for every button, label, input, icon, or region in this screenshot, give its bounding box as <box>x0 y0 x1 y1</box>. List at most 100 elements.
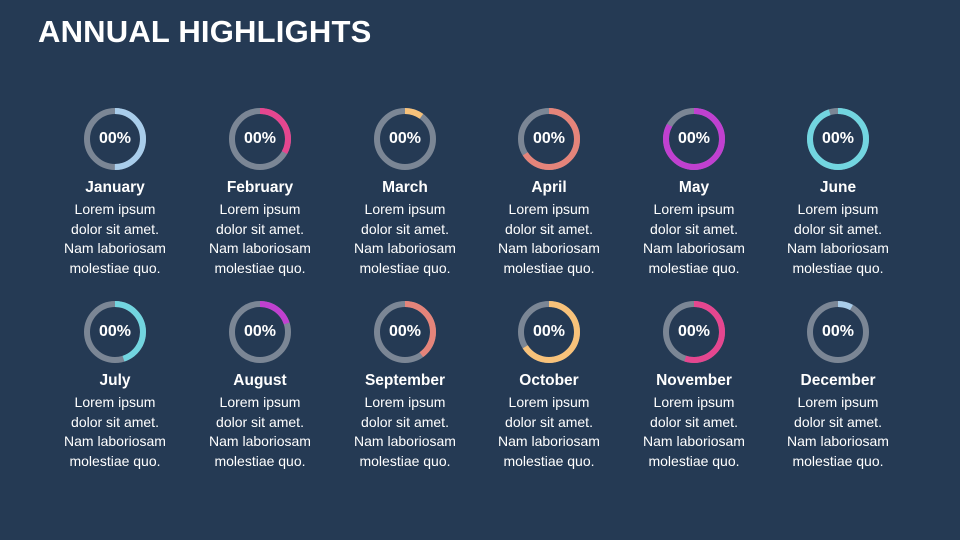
month-description: Lorem ipsum dolor sit amet. Nam laboriosam… <box>643 200 745 278</box>
description-line: Nam laboriosam <box>498 433 600 449</box>
ring-fill <box>807 301 869 363</box>
description-line: dolor sit amet. <box>71 220 159 237</box>
month-description: Lorem ipsum dolor sit amet. Nam laboriosam… <box>64 200 166 278</box>
month-description: Lorem ipsum dolor sit amet. Nam laboriosam… <box>498 393 600 471</box>
ring-fill <box>84 108 146 170</box>
ring-fill <box>518 108 580 170</box>
month-name: March <box>382 179 428 196</box>
description-line: Lorem ipsum <box>508 201 590 217</box>
percent-label: 00% <box>388 130 422 147</box>
description-line: molestiae quo. <box>214 259 306 276</box>
description-line: Nam laboriosam <box>643 240 745 256</box>
ring-fill <box>663 108 725 170</box>
progress-ring: 00% <box>804 105 872 173</box>
description-line: Nam laboriosam <box>787 433 889 449</box>
month-card-august: 00% August Lorem ipsum dolor sit amet. Nam l… <box>188 298 332 471</box>
page-title: ANNUAL HIGHLIGHTS <box>38 14 372 49</box>
donut-icon <box>229 108 291 170</box>
donut-icon <box>374 301 436 363</box>
donut-icon <box>374 108 436 170</box>
ring-fill <box>374 108 436 170</box>
description-line: dolor sit amet. <box>71 413 159 430</box>
description-line: dolor sit amet. <box>650 413 738 430</box>
description-line: molestiae quo. <box>648 259 740 276</box>
donut-icon <box>807 301 869 363</box>
description-line: molestiae quo. <box>648 452 740 469</box>
ring-fill <box>374 301 436 363</box>
description-line: molestiae quo. <box>359 259 451 276</box>
month-card-december: 00% December Lorem ipsum dolor sit amet. Nam… <box>766 298 910 471</box>
donut-icon <box>663 301 725 363</box>
description-line: Lorem ipsum <box>653 201 735 217</box>
description-line: dolor sit amet. <box>505 220 593 237</box>
donut-icon <box>518 301 580 363</box>
month-description: Lorem ipsum dolor sit amet. Nam laboriosam… <box>209 393 311 471</box>
month-description: Lorem ipsum dolor sit amet. Nam laboriosam… <box>787 200 889 278</box>
month-name: October <box>519 372 579 389</box>
month-card-october: 00% October Lorem ipsum dolor sit amet. Nam … <box>477 298 621 471</box>
ring-fill <box>807 108 869 170</box>
month-description: Lorem ipsum dolor sit amet. Nam laboriosam… <box>354 200 456 278</box>
description-line: molestiae quo. <box>503 452 595 469</box>
donut-icon <box>518 108 580 170</box>
percent-label: 00% <box>677 130 711 147</box>
description-line: Nam laboriosam <box>209 433 311 449</box>
progress-ring: 00% <box>81 105 149 173</box>
description-line: Nam laboriosam <box>64 240 166 256</box>
month-card-september: 00% September Lorem ipsum dolor sit amet. Na… <box>333 298 477 471</box>
description-line: Nam laboriosam <box>64 433 166 449</box>
description-line: Lorem ipsum <box>219 201 301 217</box>
month-name: May <box>678 179 710 196</box>
ring-fill <box>84 301 146 363</box>
description-line: dolor sit amet. <box>650 220 738 237</box>
month-name: June <box>819 179 857 196</box>
description-line: Lorem ipsum <box>364 394 446 410</box>
progress-ring: 00% <box>660 298 728 366</box>
donut-icon <box>229 301 291 363</box>
description-line: Lorem ipsum <box>364 201 446 217</box>
description-line: molestiae quo. <box>69 259 161 276</box>
percent-label: 00% <box>677 323 711 340</box>
description-line: Nam laboriosam <box>787 240 889 256</box>
percent-label: 00% <box>821 323 855 340</box>
percent-label: 00% <box>243 130 277 147</box>
description-line: dolor sit amet. <box>361 413 449 430</box>
description-line: Lorem ipsum <box>219 394 301 410</box>
percent-label: 00% <box>98 130 132 147</box>
progress-ring: 00% <box>515 105 583 173</box>
ring-fill <box>518 301 580 363</box>
percent-label: 00% <box>821 130 855 147</box>
month-name: September <box>364 372 446 389</box>
description-line: molestiae quo. <box>214 452 306 469</box>
month-name: December <box>800 372 876 389</box>
description-line: molestiae quo. <box>503 259 595 276</box>
month-card-april: 00% April Lorem ipsum dolor sit amet. Nam la… <box>477 105 621 278</box>
description-line: Nam laboriosam <box>209 240 311 256</box>
month-description: Lorem ipsum dolor sit amet. Nam laboriosam… <box>498 200 600 278</box>
description-line: Nam laboriosam <box>354 433 456 449</box>
percent-label: 00% <box>532 323 566 340</box>
donut-icon <box>663 108 725 170</box>
description-line: dolor sit amet. <box>216 220 304 237</box>
progress-ring: 00% <box>226 298 294 366</box>
description-line: dolor sit amet. <box>794 413 882 430</box>
donut-icon <box>807 108 869 170</box>
month-card-february: 00% February Lorem ipsum dolor sit amet. Nam… <box>188 105 332 278</box>
progress-ring: 00% <box>371 298 439 366</box>
description-line: molestiae quo. <box>359 452 451 469</box>
description-line: Nam laboriosam <box>354 240 456 256</box>
description-line: Lorem ipsum <box>74 394 156 410</box>
percent-label: 00% <box>532 130 566 147</box>
month-description: Lorem ipsum dolor sit amet. Nam laboriosam… <box>64 393 166 471</box>
month-card-may: 00% May Lorem ipsum dolor sit amet. Nam labo… <box>622 105 766 278</box>
month-name: July <box>99 372 131 389</box>
description-line: Nam laboriosam <box>498 240 600 256</box>
progress-ring: 00% <box>804 298 872 366</box>
month-name: November <box>656 372 732 389</box>
progress-ring: 00% <box>371 105 439 173</box>
month-name: January <box>85 179 145 196</box>
month-card-january: 00% January Lorem ipsum dolor sit amet. Nam … <box>43 105 187 278</box>
description-line: Lorem ipsum <box>653 394 735 410</box>
description-line: dolor sit amet. <box>505 413 593 430</box>
